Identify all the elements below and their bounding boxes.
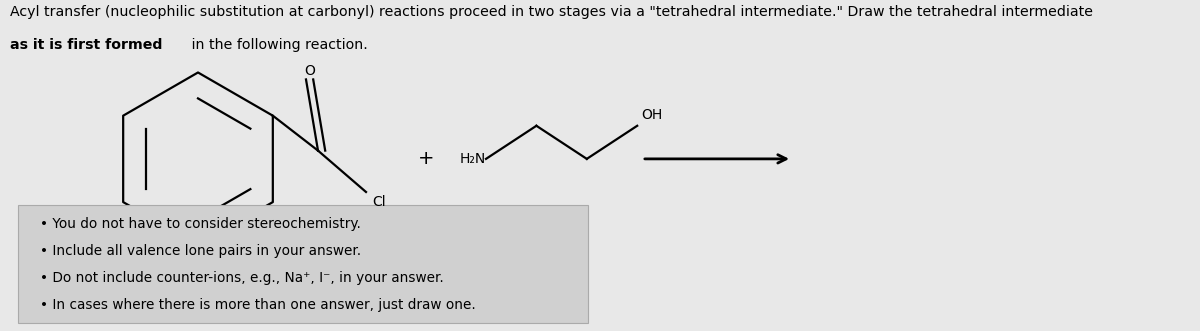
Text: Acyl transfer (nucleophilic substitution at carbonyl) reactions proceed in two s: Acyl transfer (nucleophilic substitution… — [10, 5, 1092, 19]
Text: OH: OH — [641, 109, 662, 122]
Text: Cl: Cl — [372, 195, 385, 209]
Text: O: O — [304, 64, 316, 78]
Text: H₂N: H₂N — [460, 152, 486, 166]
Text: • Include all valence lone pairs in your answer.: • Include all valence lone pairs in your… — [40, 244, 361, 258]
Text: • You do not have to consider stereochemistry.: • You do not have to consider stereochem… — [40, 217, 360, 231]
Text: • In cases where there is more than one answer, just draw one.: • In cases where there is more than one … — [40, 298, 475, 312]
Text: +: + — [418, 149, 434, 168]
Text: as it is first formed: as it is first formed — [10, 38, 162, 52]
Text: • Do not include counter-ions, e.g., Na⁺, I⁻, in your answer.: • Do not include counter-ions, e.g., Na⁺… — [40, 271, 443, 285]
Text: in the following reaction.: in the following reaction. — [187, 38, 368, 52]
FancyBboxPatch shape — [18, 205, 588, 323]
